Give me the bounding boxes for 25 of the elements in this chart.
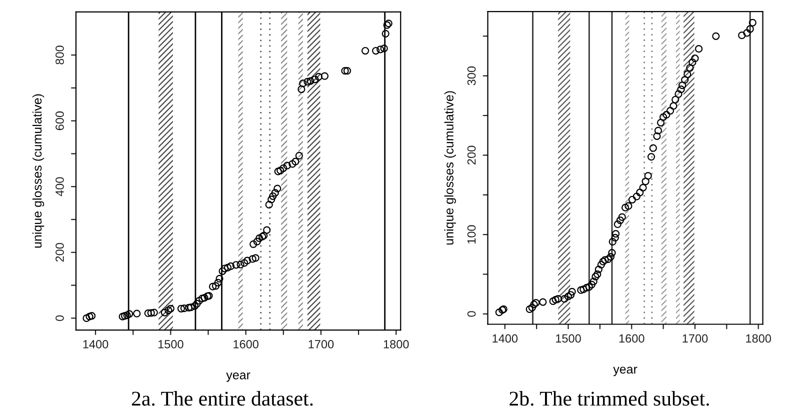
y-tick-label: 200 — [56, 243, 64, 262]
x-tick-label: 1800 — [746, 334, 772, 343]
y-axis-title: unique glosses (cumulative) — [32, 94, 44, 248]
y-tick-label: 400 — [56, 177, 64, 196]
y-tick-label: 600 — [56, 111, 64, 130]
y-tick-label: 100 — [467, 225, 476, 244]
x-axis-title: year — [226, 372, 250, 382]
y-axis-title: unique glosses (cumulative) — [444, 91, 456, 245]
x-tick-label: 1800 — [384, 340, 409, 348]
y-tick-label: 0 — [467, 311, 476, 317]
x-tick-label: 1700 — [682, 334, 708, 343]
text: 2b. The trimmed subset. — [510, 391, 709, 406]
x-tick-label: 1600 — [234, 340, 258, 348]
y-tick-label: 200 — [467, 146, 476, 164]
x-axis-title: year — [613, 366, 638, 376]
x-tick-label: 1700 — [308, 340, 334, 348]
x-tick-label: 1400 — [83, 340, 108, 348]
x-tick-label: 1500 — [556, 334, 581, 343]
y-tick-label: 300 — [467, 66, 476, 86]
y-tick-label: 0 — [56, 315, 64, 321]
y-tick-label: 800 — [56, 46, 64, 64]
x-tick-label: 1500 — [158, 340, 184, 348]
x-tick-label: 1400 — [492, 334, 518, 343]
x-tick-label: 1600 — [619, 334, 644, 343]
text: 2a. The entire dataset. — [132, 391, 313, 406]
